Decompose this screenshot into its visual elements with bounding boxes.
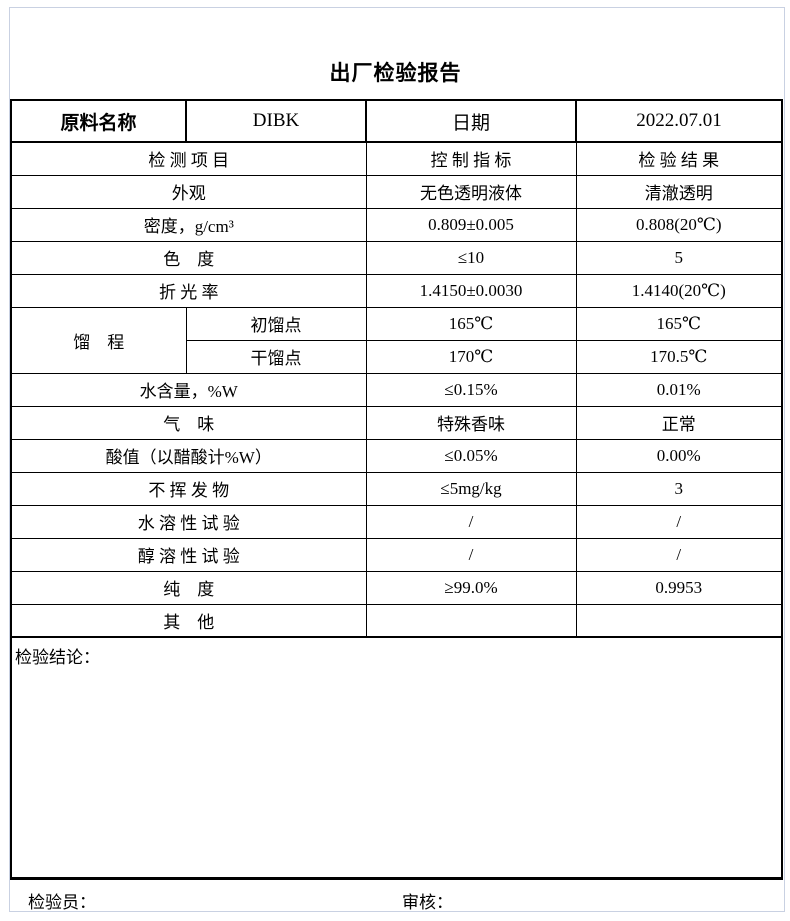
table-row: 馏 程 初馏点 165℃ 165℃ [10, 306, 783, 374]
table-row: 纯 度 ≥99.0% 0.9953 [10, 570, 783, 605]
table-row: 密度，g/cm³ 0.809±0.005 0.808(20℃) [10, 207, 783, 242]
row-label: 外观 [10, 174, 367, 209]
table-row: 不 挥 发 物 ≤5mg/kg 3 [10, 471, 783, 506]
row-result: 0.00% [575, 438, 783, 473]
table-row: 色 度 ≤10 5 [10, 240, 783, 275]
table-row: 其 他 [10, 603, 783, 638]
row-result: 3 [575, 471, 783, 506]
table-row: 醇 溶 性 试 验 / / [10, 537, 783, 572]
row-spec: 无色透明液体 [365, 174, 577, 209]
row-spec: 0.809±0.005 [365, 207, 577, 242]
row-spec: 1.4150±0.0030 [365, 273, 577, 308]
col-header-item: 检 测 项 目 [10, 141, 367, 176]
conclusion-row: 检验结论： [10, 636, 783, 880]
row-result: 0.9953 [575, 570, 783, 605]
column-header-row: 检 测 项 目 控 制 指 标 检 验 结 果 [10, 141, 783, 176]
table-row: 水含量，%W ≤0.15% 0.01% [10, 372, 783, 407]
table-row: 干馏点 170℃ 170.5℃ [11, 339, 783, 374]
row-label: 酸值（以醋酸计%W） [10, 438, 367, 473]
row-result: 165℃ [575, 306, 783, 341]
row-result: 0.808(20℃) [575, 207, 783, 242]
row-result: 清澈透明 [575, 174, 783, 209]
table-row: 外观 无色透明液体 清澈透明 [10, 174, 783, 209]
inspection-report-table: 原料名称 DIBK 日期 2022.07.01 检 测 项 目 控 制 指 标 … [10, 99, 783, 880]
row-label: 不 挥 发 物 [10, 471, 367, 506]
row-label: 密度，g/cm³ [10, 207, 367, 242]
row-spec: ≥99.0% [365, 570, 577, 605]
row-result: 1.4140(20℃) [575, 273, 783, 308]
row-spec: ≤0.05% [365, 438, 577, 473]
row-result: / [575, 537, 783, 572]
row-result: / [575, 504, 783, 539]
row-spec: 特殊香味 [365, 405, 577, 440]
table-row: 酸值（以醋酸计%W） ≤0.05% 0.00% [10, 438, 783, 473]
row-label: 折 光 率 [10, 273, 367, 308]
table-row: 折 光 率 1.4150±0.0030 1.4140(20℃) [10, 273, 783, 308]
row-spec: ≤5mg/kg [365, 471, 577, 506]
row-sublabel: 干馏点 [185, 339, 367, 374]
material-name-value: DIBK [185, 99, 367, 143]
row-spec: ≤10 [365, 240, 577, 275]
col-header-result: 检 验 结 果 [575, 141, 783, 176]
row-spec: ≤0.15% [365, 372, 577, 407]
signature-row: 检验员： 审核： [10, 886, 781, 912]
inspector-label: 检验员： [28, 893, 96, 912]
row-label: 水 溶 性 试 验 [10, 504, 367, 539]
row-spec: / [365, 537, 577, 572]
row-result: 5 [575, 240, 783, 275]
row-result: 170.5℃ [575, 339, 783, 374]
distillation-label: 馏 程 [10, 306, 187, 374]
conclusion-label: 检验结论： [10, 636, 783, 880]
row-spec: 170℃ [365, 339, 577, 374]
row-label: 醇 溶 性 试 验 [10, 537, 367, 572]
row-result: 正常 [575, 405, 783, 440]
row-label: 纯 度 [10, 570, 367, 605]
row-result [575, 603, 783, 638]
report-title: 出厂检验报告 [329, 61, 462, 85]
row-label: 色 度 [10, 240, 367, 275]
table-row: 水 溶 性 试 验 / / [10, 504, 783, 539]
row-spec [365, 603, 577, 638]
row-label: 水含量，%W [10, 372, 367, 407]
row-label: 气 味 [10, 405, 367, 440]
row-sublabel: 初馏点 [185, 306, 367, 341]
table-row: 气 味 特殊香味 正常 [10, 405, 783, 440]
table-row: 原料名称 DIBK 日期 2022.07.01 [10, 99, 783, 143]
row-spec: / [365, 504, 577, 539]
material-name-label: 原料名称 [10, 99, 187, 143]
row-label: 其 他 [10, 603, 367, 638]
row-result: 0.01% [575, 372, 783, 407]
date-label: 日期 [365, 99, 577, 143]
date-value: 2022.07.01 [575, 99, 783, 143]
col-header-spec: 控 制 指 标 [365, 141, 577, 176]
row-spec: 165℃ [365, 306, 577, 341]
reviewer-label: 审核： [402, 893, 453, 912]
